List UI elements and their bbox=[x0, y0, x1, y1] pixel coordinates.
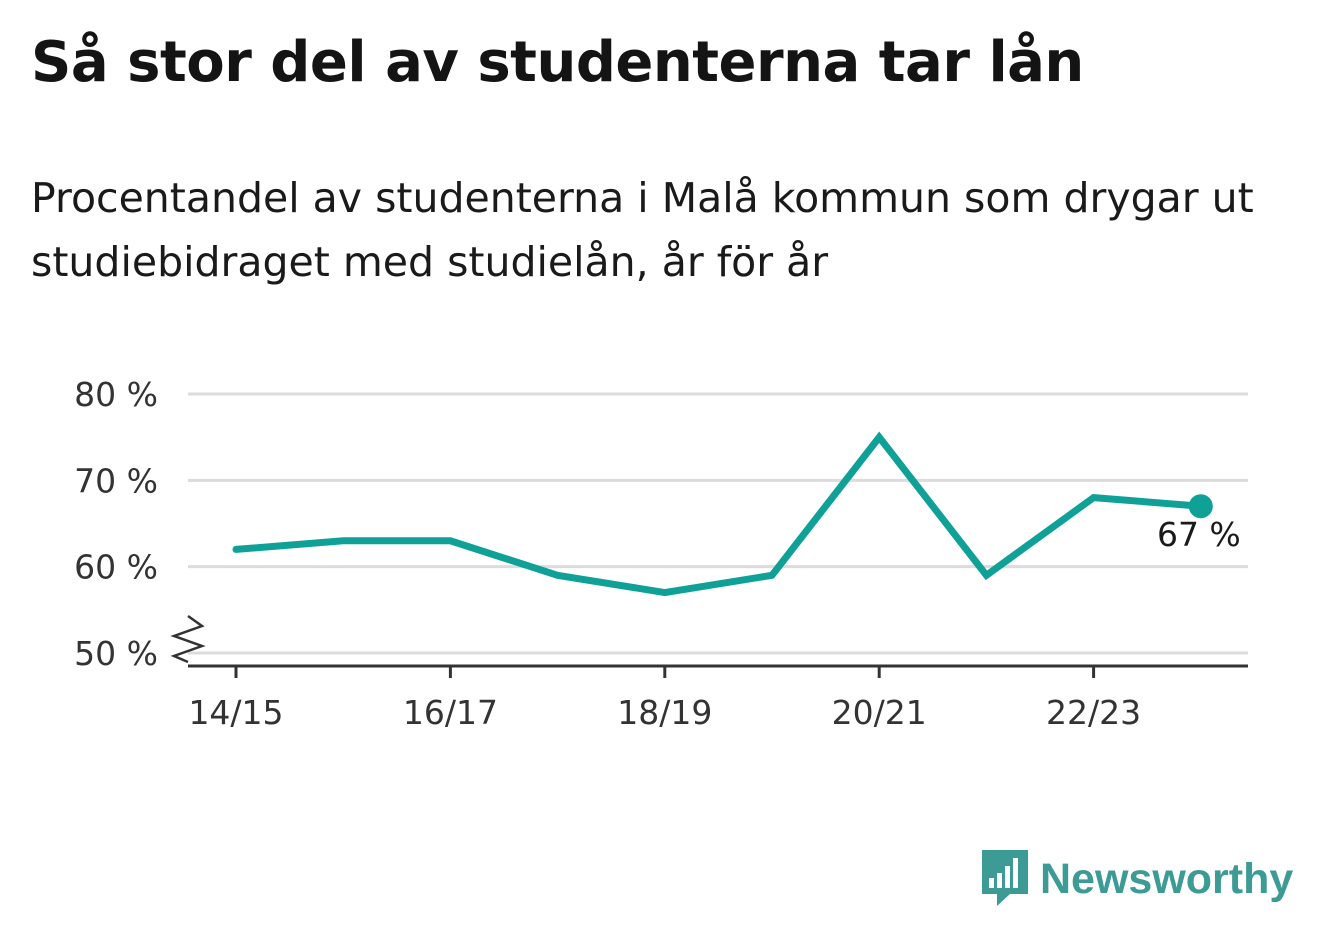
axis-break-icon bbox=[170, 614, 206, 664]
x-tick-label: 18/19 bbox=[617, 693, 712, 732]
x-tick-label: 14/15 bbox=[188, 693, 283, 732]
x-tick-label: 16/17 bbox=[403, 693, 498, 732]
brand-name: Newsworthy bbox=[1040, 854, 1294, 903]
x-tick-label: 20/21 bbox=[832, 693, 927, 732]
y-tick-label: 50 % bbox=[74, 634, 158, 673]
chart-subtitle: Procentandel av studenterna i Malå kommu… bbox=[31, 174, 1254, 286]
y-tick-label: 70 % bbox=[74, 461, 158, 500]
y-tick-label: 60 % bbox=[74, 548, 158, 587]
series-line bbox=[232, 431, 1205, 597]
newsworthy-logo: Newsworthy bbox=[980, 848, 1293, 910]
x-tick-label: 22/23 bbox=[1046, 693, 1141, 732]
y-tick-label: 80 % bbox=[74, 375, 158, 414]
end-point-marker bbox=[1188, 494, 1213, 519]
end-value-label: 67 % bbox=[1157, 515, 1241, 554]
chart-title: Så stor del av studenterna tar lån bbox=[31, 30, 1084, 95]
newsworthy-logo-icon bbox=[982, 850, 1028, 906]
